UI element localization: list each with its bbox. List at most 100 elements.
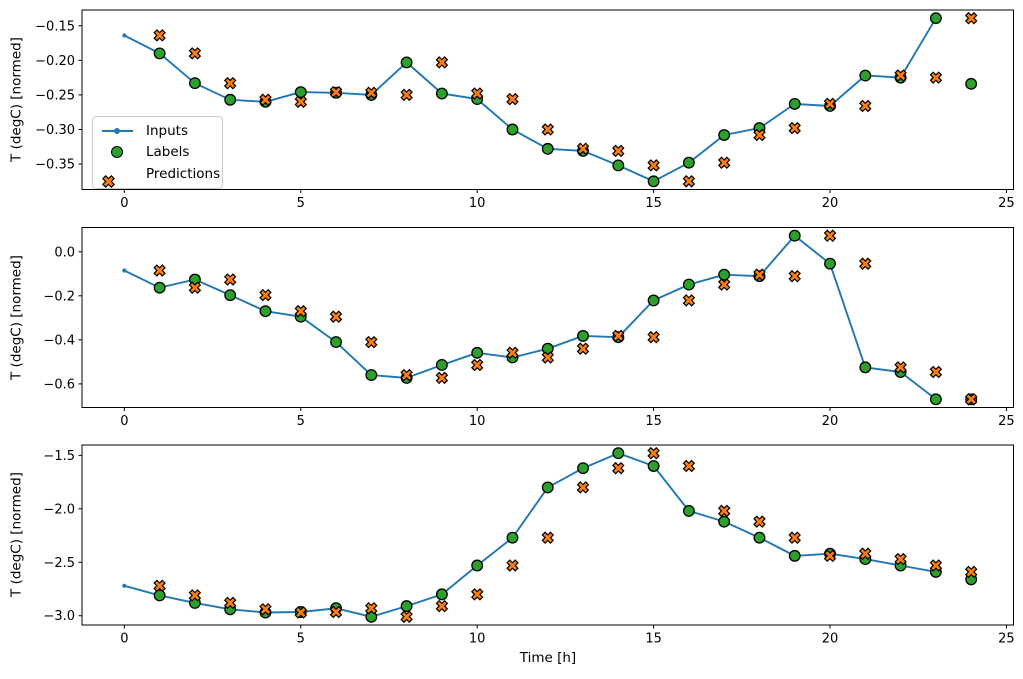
prediction-marker xyxy=(753,515,766,528)
y-axis-label-top: T (degC) [normed] xyxy=(8,37,25,162)
y-tick-label: −3.0 xyxy=(43,609,75,624)
x-tick-label: 20 xyxy=(822,196,839,211)
legend-item-inputs: Inputs xyxy=(101,120,214,142)
prediction-marker xyxy=(823,549,837,563)
x-axis-label: Time [h] xyxy=(519,650,577,666)
label-marker xyxy=(153,281,166,294)
prediction-marker xyxy=(400,610,413,624)
prediction-marker xyxy=(365,335,378,349)
prediction-marker xyxy=(964,393,978,406)
prediction-marker xyxy=(188,589,202,602)
label-marker xyxy=(224,289,237,302)
legend-label-labels: Labels xyxy=(146,144,190,161)
prediction-marker xyxy=(470,358,484,372)
y-tick-label: −0.30 xyxy=(35,123,75,138)
inputs-line xyxy=(123,234,937,401)
prediction-marker xyxy=(541,123,555,136)
x-tick-label: 0 xyxy=(120,632,128,647)
label-marker xyxy=(435,588,448,601)
inputs-line xyxy=(123,17,937,183)
prediction-marker xyxy=(506,559,519,572)
axes-frame xyxy=(81,9,1014,190)
y-tick-label: −2.5 xyxy=(43,556,75,571)
label-marker xyxy=(259,305,272,318)
label-marker xyxy=(824,257,836,270)
y-tick-label: −0.35 xyxy=(35,158,75,173)
inputs-points xyxy=(122,451,938,619)
label-marker xyxy=(859,361,872,374)
label-marker xyxy=(682,278,695,291)
legend-item-labels: Labels xyxy=(101,142,214,164)
label-marker xyxy=(647,175,660,188)
prediction-marker xyxy=(753,128,766,142)
x-tick-label: 10 xyxy=(469,414,486,429)
label-marker xyxy=(471,559,484,572)
prediction-marker xyxy=(612,461,625,475)
prediction-marker xyxy=(859,547,872,560)
inputs-line-icon xyxy=(101,127,133,134)
prediction-marker xyxy=(400,368,413,382)
label-marker xyxy=(506,123,519,136)
prediction-marker xyxy=(929,365,943,379)
x-tick-label: 15 xyxy=(645,414,662,429)
y-tick-label: −1.5 xyxy=(43,449,75,464)
prediction-marker xyxy=(506,92,519,106)
x-tick-label: 15 xyxy=(645,196,662,211)
label-marker xyxy=(294,86,307,99)
labels-scatter xyxy=(153,447,978,623)
input-point-dot xyxy=(122,268,127,273)
label-marker xyxy=(541,142,554,155)
label-marker xyxy=(788,229,801,242)
prediction-marker xyxy=(223,273,237,286)
prediction-marker xyxy=(929,559,943,572)
x-tick-label: 0 xyxy=(120,196,128,211)
prediction-marker xyxy=(859,99,872,113)
label-marker xyxy=(682,156,695,169)
prediction-marker xyxy=(329,85,343,99)
prediction-marker xyxy=(647,330,660,344)
label-marker xyxy=(965,77,978,90)
legend-item-predictions: Predictions xyxy=(101,163,220,188)
prediction-marker xyxy=(294,304,308,318)
prediction-marker xyxy=(365,602,378,615)
label-marker xyxy=(577,329,589,342)
prediction-marker xyxy=(647,446,660,460)
legend-label-inputs: Inputs xyxy=(146,122,188,139)
y-tick-label: −0.2 xyxy=(43,289,75,304)
x-tick-label: 10 xyxy=(469,632,486,647)
label-marker xyxy=(400,56,413,69)
prediction-marker xyxy=(365,86,378,100)
prediction-marker xyxy=(717,278,731,291)
prediction-marker xyxy=(259,288,272,302)
prediction-marker xyxy=(964,565,978,579)
y-axis-ticks: −0.15 −0.20 −0.25 −0.30 −0.35 xyxy=(35,19,82,173)
predictions-scatter xyxy=(153,446,978,624)
prediction-marker xyxy=(576,481,590,494)
prediction-marker xyxy=(964,11,978,25)
label-marker xyxy=(788,549,801,562)
axes-frame xyxy=(81,227,1014,408)
prediction-marker xyxy=(929,71,943,84)
prediction-marker xyxy=(612,329,625,343)
prediction-marker xyxy=(259,93,272,107)
y-axis-ticks: −1.5 −2.0 −2.5 −3.0 xyxy=(43,449,82,624)
y-tick-label: −0.15 xyxy=(35,19,75,34)
prediction-marker xyxy=(329,310,343,323)
x-tick-label: 25 xyxy=(998,196,1015,211)
prediction-marker xyxy=(435,56,449,69)
prediction-marker xyxy=(859,257,872,270)
x-axis-ticks: 0 5 10 15 20 25 xyxy=(120,189,1015,211)
x-tick-label: 10 xyxy=(469,196,486,211)
label-marker xyxy=(929,12,942,25)
x-tick-label: 20 xyxy=(822,632,839,647)
prediction-marker xyxy=(188,47,202,60)
legend-label-predictions: Predictions xyxy=(146,165,221,182)
y-tick-label: 0.0 xyxy=(54,245,75,260)
label-marker xyxy=(506,531,519,544)
y-axis-ticks: 0.0 −0.2 −0.4 −0.6 xyxy=(43,245,82,392)
prediction-marker xyxy=(259,603,272,616)
prediction-marker xyxy=(153,579,166,593)
x-tick-label: 5 xyxy=(297,414,305,429)
label-marker xyxy=(153,589,166,602)
